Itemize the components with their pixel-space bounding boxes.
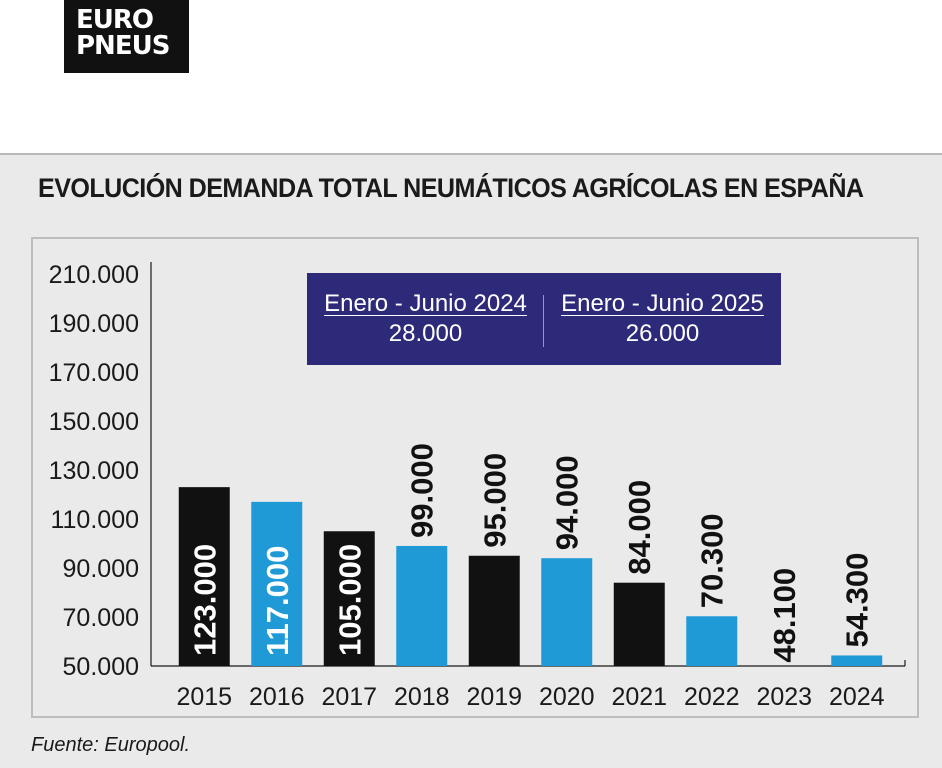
y-tick-label: 170.000 [49, 359, 139, 387]
source-note: Fuente: Europool. [31, 734, 190, 756]
y-tick-label: 210.000 [49, 261, 139, 289]
bar-2018 [396, 545, 448, 666]
bar-2024 [831, 655, 883, 666]
y-tick-label: 70.000 [63, 604, 139, 632]
y-tick-label: 110.000 [50, 506, 139, 534]
x-tick-label: 2015 [176, 683, 232, 711]
x-tick-label: 2018 [394, 683, 450, 711]
y-tick-label: 190.000 [49, 310, 139, 338]
bar-2017 [323, 531, 375, 666]
europneus-logo: EURO PNEUS [64, 0, 189, 73]
data-label: 123.000 [187, 544, 222, 656]
bar-2021 [613, 582, 665, 666]
data-label: 94.000 [550, 455, 585, 550]
data-label: 70.300 [695, 513, 730, 608]
info-separator [543, 295, 544, 347]
logo-line-2: PNEUS [76, 31, 170, 61]
data-label: 95.000 [477, 453, 512, 548]
x-tick-label: 2023 [756, 683, 812, 711]
data-label: 54.300 [840, 553, 875, 648]
x-tick-label: 2019 [466, 683, 522, 711]
data-label: 48.100 [767, 568, 802, 663]
x-tick-label: 2024 [829, 683, 885, 711]
info-value-2025: 26.000 [625, 320, 700, 347]
data-label: 105.000 [332, 544, 367, 656]
info-column-2025: Enero - Junio 2025 26.000 [544, 289, 781, 349]
data-label: 84.000 [622, 480, 657, 575]
info-box: Enero - Junio 2024 28.000 Enero - Junio … [307, 273, 781, 365]
x-tick-label: 2020 [539, 683, 595, 711]
logo-line-1: EURO [76, 5, 154, 35]
y-tick-label: 90.000 [63, 555, 139, 583]
x-tick-label: 2016 [249, 683, 305, 711]
bar-2016 [251, 501, 303, 666]
x-tick-label: 2021 [611, 683, 667, 711]
bar-2015 [178, 487, 230, 666]
x-tick-label: 2017 [321, 683, 377, 711]
y-tick-label: 150.000 [49, 408, 139, 436]
bar-2019 [468, 555, 520, 666]
info-period-2025: Enero - Junio 2025 [561, 290, 764, 317]
x-tick-label: 2022 [684, 683, 740, 711]
data-label: 117.000 [260, 546, 295, 656]
data-label: 99.000 [405, 443, 440, 538]
chart-title: EVOLUCIÓN DEMANDA TOTAL NEUMÁTICOS AGRÍC… [38, 173, 864, 203]
y-tick-label: 130.000 [49, 457, 139, 485]
info-period-2024: Enero - Junio 2024 [324, 290, 527, 317]
info-value-2024: 28.000 [388, 320, 463, 347]
bar-2020 [541, 558, 593, 666]
info-column-2024: Enero - Junio 2024 28.000 [307, 289, 544, 349]
y-tick-label: 50.000 [63, 653, 139, 681]
bar-2022 [686, 616, 738, 666]
